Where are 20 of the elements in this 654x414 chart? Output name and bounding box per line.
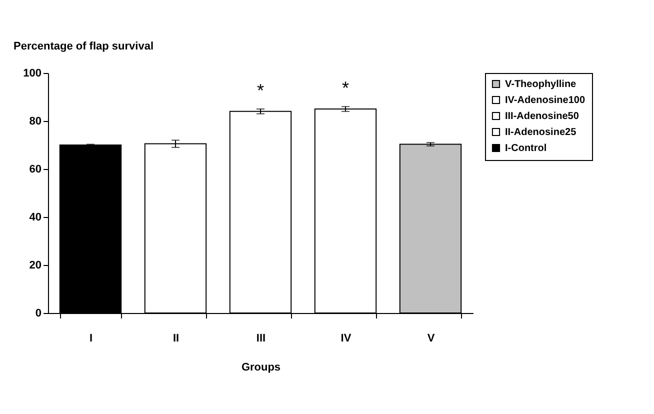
y-tick-label: 40 [29,212,42,224]
x-tick-label: IV [340,332,352,344]
x-tick-label: II [172,332,180,344]
y-tick-label: 100 [23,68,42,80]
x-tick-label: I [89,332,93,344]
x-tick-label: III [256,332,266,344]
y-tick-label: 80 [29,116,42,128]
legend-label: V-Theophylline [505,79,577,90]
legend-label: I-Control [505,143,547,154]
legend-label: IV-Adenosine100 [505,95,586,106]
x-axis-title: Groups [241,362,281,374]
annotation: * [256,80,264,100]
y-tick-label: 0 [35,308,42,320]
y-tick-label: 20 [29,260,42,272]
x-tick-label: V [427,332,436,344]
legend-label: II-Adenosine25 [505,127,577,138]
legend-label: III-Adenosine50 [505,111,580,122]
annotation: * [342,78,350,98]
y-axis-title: Percentage of flap survival [14,40,154,52]
y-tick-label: 60 [29,164,42,176]
